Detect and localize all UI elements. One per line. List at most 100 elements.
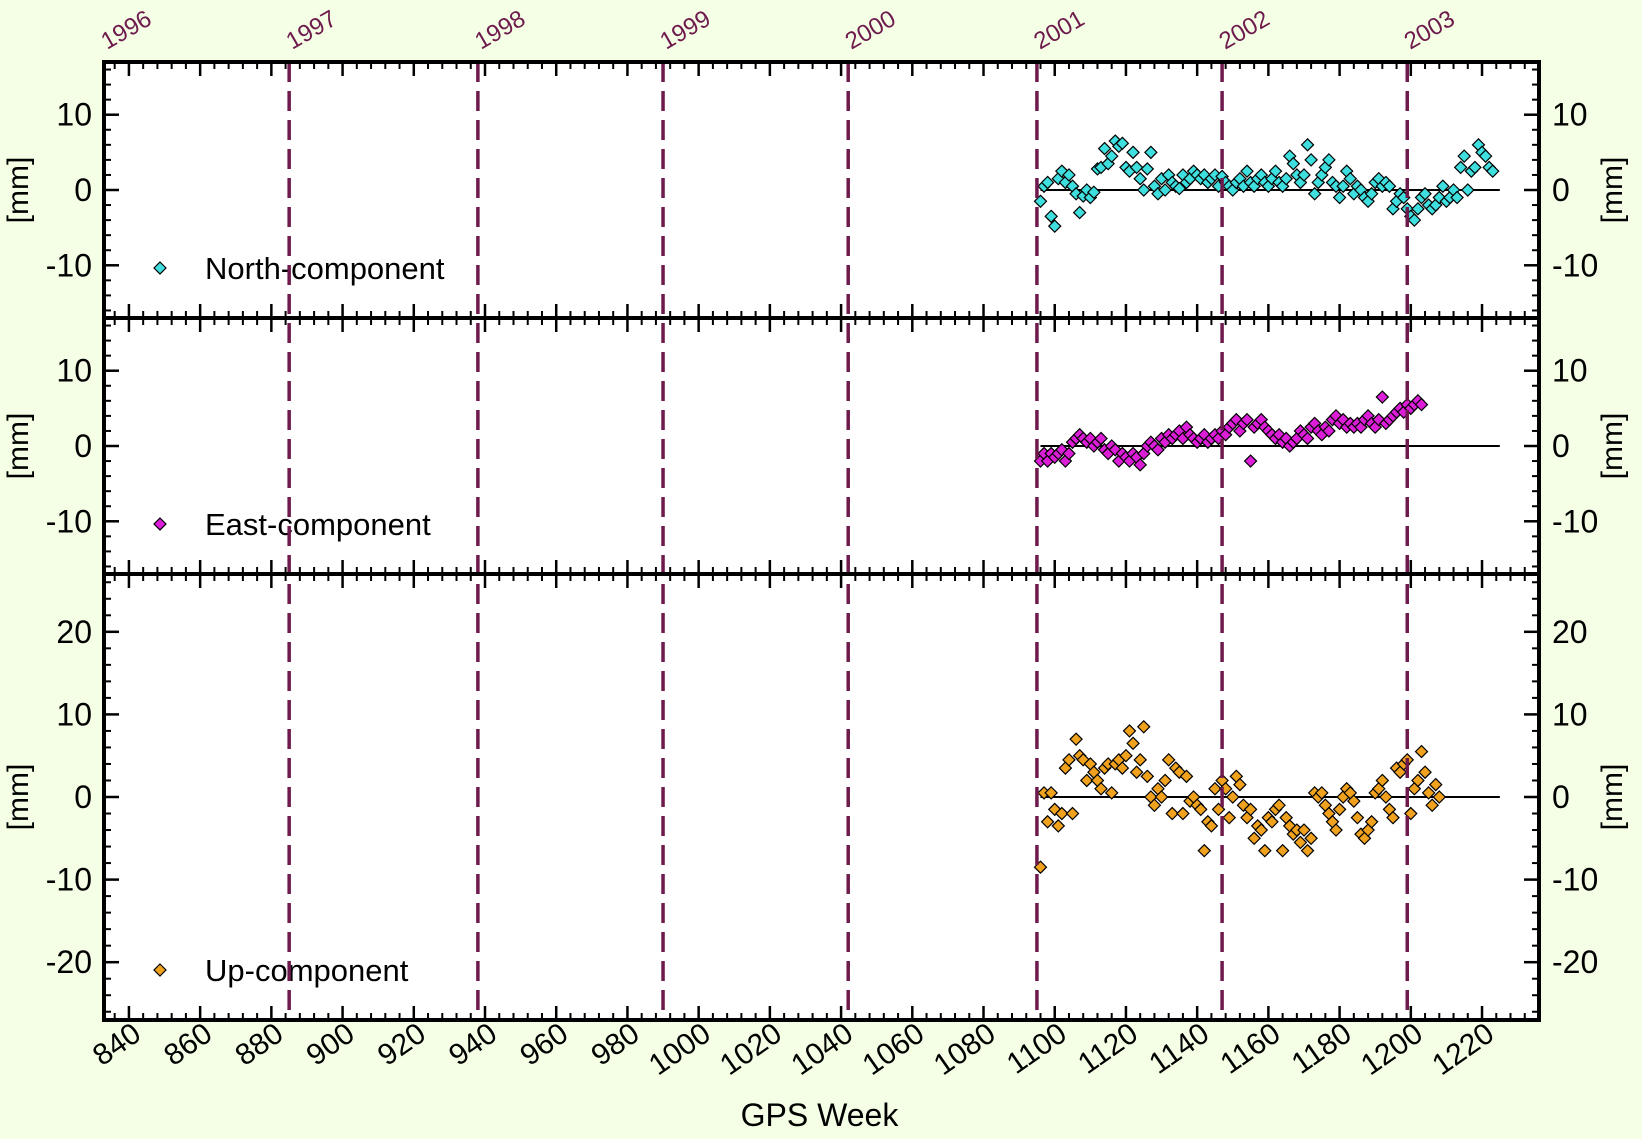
y-tick-label-left: 0: [74, 172, 92, 208]
north-data-point: [1129, 160, 1144, 175]
east-data-point: [1151, 442, 1165, 457]
x-tick-label: 1060: [857, 1017, 931, 1082]
up-ylabel-left: [mm]: [2, 764, 35, 831]
x-tick-label: 1000: [643, 1017, 717, 1082]
up-data-point: [1225, 790, 1240, 804]
up-data-point: [1094, 781, 1108, 796]
east-legend-marker: [153, 517, 167, 531]
x-tick-label: 1140: [1143, 1017, 1215, 1081]
up-legend-label: Up-component: [205, 953, 409, 988]
north-data-point: [1097, 141, 1112, 156]
up-data-point: [1126, 736, 1140, 751]
north-data-point: [1033, 194, 1048, 209]
up-data-point: [1265, 814, 1279, 829]
north-data-point: [1307, 186, 1322, 201]
up-data-point: [1275, 843, 1290, 858]
x-tick-label: 1080: [928, 1017, 1002, 1082]
up-data-point: [1119, 748, 1133, 763]
up-data-point: [1129, 765, 1144, 780]
y-tick-label-right: 0: [1552, 172, 1570, 208]
north-data-point: [1382, 179, 1397, 194]
north-data-point: [1268, 164, 1283, 179]
x-tick-label: 1020: [714, 1017, 788, 1082]
east-data-point: [1062, 446, 1076, 461]
east-ylabel-right: [mm]: [1596, 413, 1629, 480]
year-marker-label: 2000: [841, 5, 901, 55]
north-data-point: [1126, 145, 1140, 160]
x-axis-label: GPS Week: [741, 1097, 900, 1133]
up-data-point: [1304, 831, 1318, 846]
east-data-point: [1240, 412, 1254, 427]
up-data-point: [1040, 814, 1055, 829]
year-marker-label: 2003: [1400, 5, 1460, 55]
up-data-point: [1158, 773, 1172, 788]
up-data-point: [1421, 786, 1436, 800]
up-data-point: [1375, 773, 1390, 788]
up-data-point: [1051, 819, 1066, 833]
north-data-point: [1304, 153, 1318, 167]
y-tick-label-right: 20: [1552, 614, 1588, 650]
up-data-point: [1197, 843, 1212, 858]
north-data-point: [1450, 190, 1464, 205]
plot-background: [104, 62, 1539, 1020]
north-data-point: [1460, 183, 1475, 197]
up-data-point: [1161, 752, 1176, 767]
up-data-point: [1386, 810, 1400, 825]
north-legend-marker: [153, 261, 167, 275]
east-data-point: [1243, 454, 1258, 468]
up-data-point: [1154, 790, 1169, 804]
year-marker-label: 1996: [97, 5, 157, 55]
north-data-point: [1336, 179, 1351, 194]
up-data-point: [1329, 823, 1343, 837]
up-data-point: [1222, 810, 1237, 825]
x-tick-label: 1040: [785, 1017, 859, 1082]
up-data-point: [1122, 724, 1137, 738]
y-tick-label-left: 10: [56, 97, 92, 133]
up-data-point: [1428, 777, 1443, 792]
up-data-point: [1133, 752, 1148, 767]
up-data-point: [1193, 802, 1208, 817]
up-data-point: [1179, 769, 1194, 784]
up-data-point: [1297, 823, 1311, 837]
north-data-point: [1062, 168, 1076, 182]
up-data-point: [1411, 773, 1425, 788]
y-tick-label-left: -20: [46, 944, 92, 980]
y-tick-label-right: 0: [1552, 428, 1570, 464]
up-data-point: [1332, 802, 1347, 817]
y-tick-label-left: 20: [56, 614, 92, 650]
up-data-point: [1350, 810, 1365, 825]
east-data-point: [1300, 431, 1315, 446]
y-tick-label-left: 0: [74, 779, 92, 815]
north-data-point: [1322, 153, 1336, 167]
year-marker-label: 1997: [282, 5, 342, 55]
north-data-point: [1453, 160, 1468, 175]
up-data-point: [1432, 790, 1447, 804]
east-data-point: [1094, 431, 1108, 446]
north-data-point: [1286, 156, 1301, 171]
up-data-point: [1300, 843, 1315, 858]
up-data-point: [1418, 765, 1432, 780]
north-data-point: [1104, 149, 1119, 163]
x-tick-label: 900: [301, 1017, 361, 1073]
up-data-point: [1233, 777, 1247, 792]
up-data-point: [1069, 732, 1083, 747]
up-data-point: [1379, 790, 1393, 804]
year-marker-label: 1999: [656, 5, 716, 55]
y-tick-label-right: 10: [1552, 353, 1588, 389]
x-tick-label: 960: [514, 1017, 574, 1073]
y-tick-label-left: 10: [56, 696, 92, 732]
north-data-point: [1468, 160, 1482, 175]
up-data-point: [1425, 798, 1440, 813]
up-data-point: [1136, 719, 1151, 734]
up-legend-marker: [153, 963, 167, 977]
y-tick-label-right: 10: [1552, 696, 1588, 732]
north-data-point: [1172, 181, 1187, 196]
up-data-point: [1293, 835, 1308, 850]
north-data-point: [1072, 205, 1087, 220]
up-data-point: [1414, 744, 1429, 759]
y-tick-label-right: 0: [1552, 779, 1570, 815]
up-data-point: [1115, 761, 1130, 775]
y-tick-label-left: -10: [46, 247, 92, 283]
